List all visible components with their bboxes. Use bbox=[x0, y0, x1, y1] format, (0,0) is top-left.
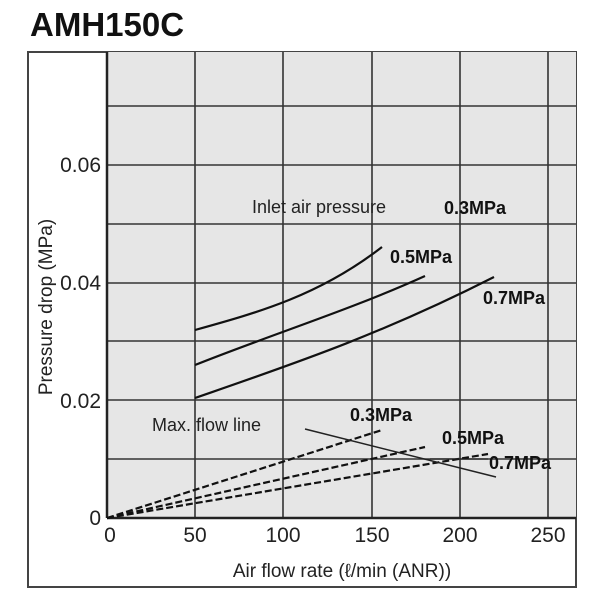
label-0.3mpa-top: 0.3MPa bbox=[444, 198, 507, 218]
curve-0.7mpa bbox=[194, 276, 495, 400]
dashed-0.5mpa bbox=[106, 445, 426, 520]
ytick-0.06: 0.06 bbox=[60, 154, 101, 177]
dashed-lines bbox=[106, 428, 489, 520]
xtick-250: 250 bbox=[530, 524, 565, 547]
dashed-0.7mpa bbox=[106, 452, 489, 520]
label-max-flow-line: Max. flow line bbox=[152, 415, 261, 435]
xtick-50: 50 bbox=[183, 524, 206, 547]
label-0.5mpa-bottom: 0.5MPa bbox=[442, 428, 505, 448]
label-0.5mpa-top: 0.5MPa bbox=[390, 247, 453, 267]
xtick-200: 200 bbox=[442, 524, 477, 547]
label-0.3mpa-bottom: 0.3MPa bbox=[350, 405, 413, 425]
xtick-150: 150 bbox=[354, 524, 389, 547]
y-axis-label: Pressure drop (MPa) bbox=[36, 219, 57, 395]
xtick-100: 100 bbox=[265, 524, 300, 547]
plot-area bbox=[107, 52, 576, 518]
label-0.7mpa-bottom: 0.7MPa bbox=[489, 453, 552, 473]
curve-0.3mpa bbox=[194, 246, 383, 332]
ytick-0: 0 bbox=[89, 507, 101, 530]
ytick-0.04: 0.04 bbox=[60, 272, 101, 295]
pressure-curves bbox=[194, 246, 495, 400]
curve-0.5mpa bbox=[194, 274, 426, 367]
dashed-0.3mpa bbox=[106, 428, 383, 520]
xtick-0: 0 bbox=[104, 524, 116, 547]
x-axis-label: Air flow rate (ℓ/min (ANR)) bbox=[233, 561, 451, 582]
max-flow-line bbox=[304, 428, 497, 478]
ytick-0.02: 0.02 bbox=[60, 390, 101, 413]
label-0.7mpa-top: 0.7MPa bbox=[483, 288, 546, 308]
label-inlet-air-pressure: Inlet air pressure bbox=[252, 197, 386, 217]
gridlines bbox=[107, 52, 576, 518]
chart-title: AMH150C bbox=[30, 6, 185, 43]
